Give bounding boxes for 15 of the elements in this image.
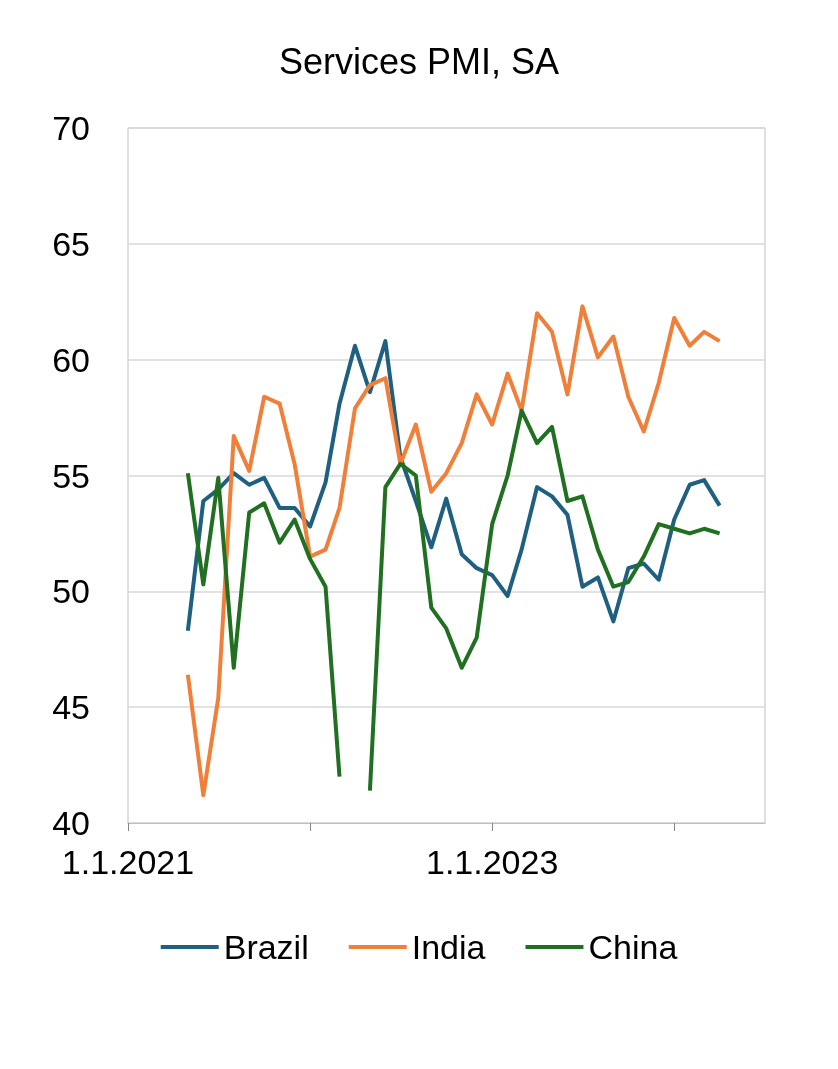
chart-title: Services PMI, SA [278, 40, 560, 82]
legend-label: India [411, 928, 486, 966]
y-tick-label: 65 [52, 224, 90, 263]
legend-label: China [588, 928, 678, 966]
legend-label: Brazil [223, 928, 309, 966]
line-series [185, 339, 722, 633]
y-tick-label: 45 [52, 688, 90, 727]
y-tick-label: 50 [52, 572, 90, 611]
line-series [185, 304, 722, 798]
y-tick-label: 40 [52, 804, 90, 842]
y-tick-label: 60 [52, 340, 90, 379]
x-tick-label: 1.1.2021 [61, 843, 195, 881]
y-tick-label: 70 [52, 109, 90, 147]
y-tick-label: 55 [52, 456, 90, 495]
x-tick-label: 1.1.2023 [425, 843, 559, 881]
